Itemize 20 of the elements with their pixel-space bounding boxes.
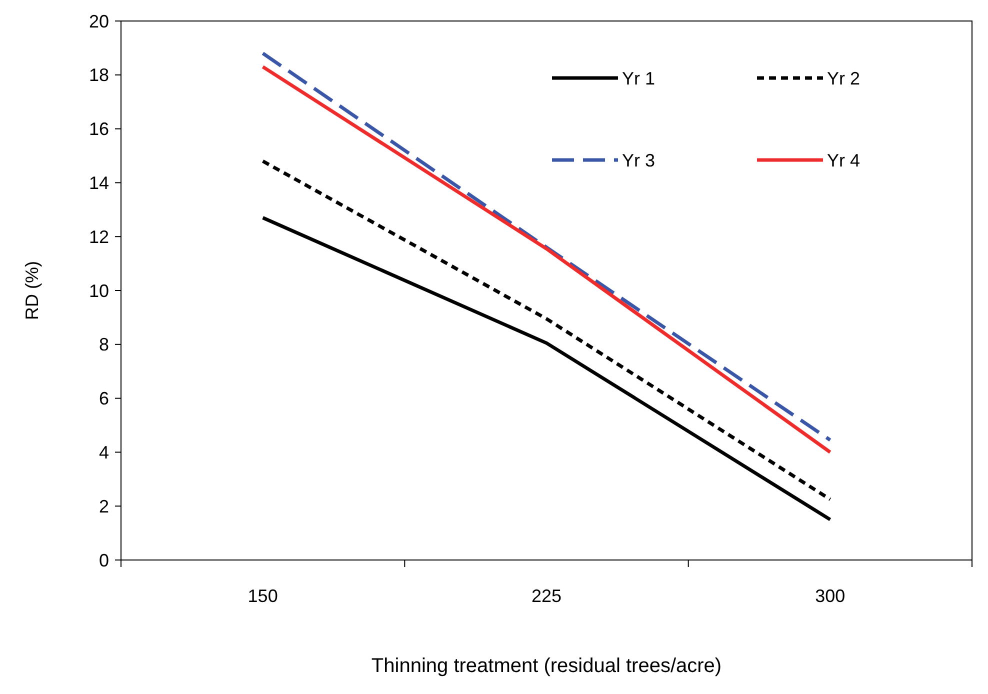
y-tick-label: 16 bbox=[88, 119, 109, 140]
x-tick-label: 225 bbox=[531, 586, 562, 606]
y-tick-label: 10 bbox=[88, 280, 109, 301]
x-axis-title: Thinning treatment (residual trees/acre) bbox=[371, 655, 722, 677]
y-tick-label: 8 bbox=[98, 334, 109, 355]
y-tick-label: 2 bbox=[98, 496, 109, 516]
x-tick-label: 300 bbox=[815, 586, 846, 606]
y-tick-label: 4 bbox=[98, 442, 109, 462]
legend-label: Yr 3 bbox=[622, 150, 656, 170]
legend-label: Yr 4 bbox=[827, 150, 860, 170]
y-tick-label: 18 bbox=[88, 65, 109, 86]
x-tick-label: 150 bbox=[248, 586, 278, 606]
legend-label: Yr 2 bbox=[827, 68, 860, 88]
y-tick-label: 0 bbox=[98, 550, 109, 570]
legend-label: Yr 1 bbox=[622, 68, 656, 88]
y-axis-title: RD (%) bbox=[22, 261, 42, 320]
y-tick-label: 12 bbox=[88, 226, 109, 247]
y-tick-label: 20 bbox=[88, 11, 109, 32]
y-tick-label: 6 bbox=[98, 388, 109, 409]
y-tick-label: 14 bbox=[88, 173, 109, 193]
